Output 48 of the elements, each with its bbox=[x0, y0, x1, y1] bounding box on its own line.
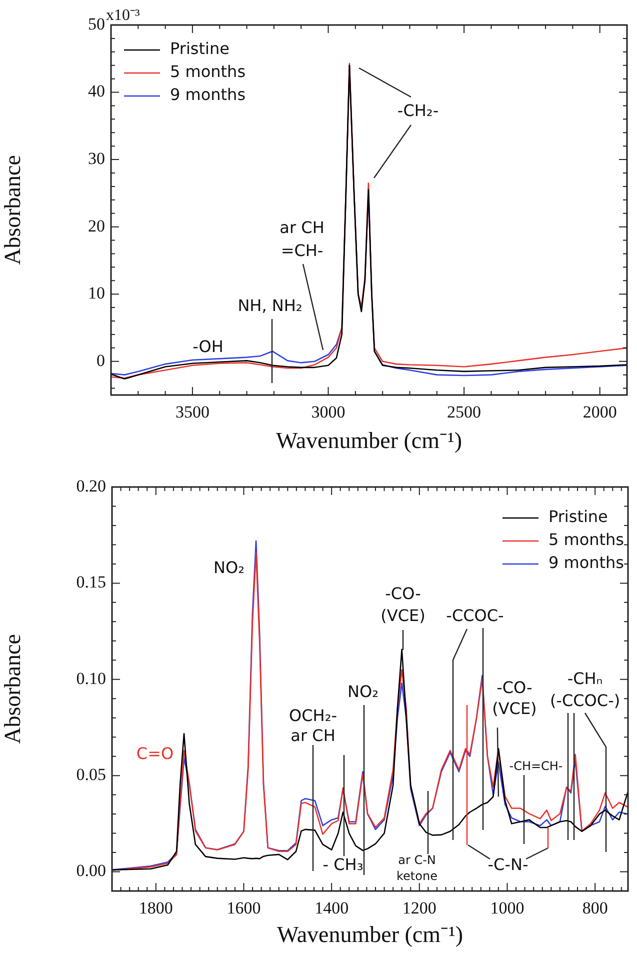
annotation: C=O bbox=[136, 744, 174, 764]
x-tick-label: 1200 bbox=[402, 898, 436, 918]
y-tick-label: 0.10 bbox=[76, 668, 106, 688]
y-tick-label: 30 bbox=[88, 149, 105, 168]
y-tick-label: 40 bbox=[88, 82, 105, 101]
x-tick-label: 1400 bbox=[314, 898, 349, 918]
y-axis-title: Absorbance bbox=[0, 634, 25, 744]
y-tick-label: 0.00 bbox=[76, 861, 106, 880]
annotation: -CCOC- bbox=[446, 606, 504, 626]
annotation: - CH₃ bbox=[322, 855, 364, 874]
x-tick-label: 2000 bbox=[582, 402, 617, 422]
x-axis-title: Wavenumber (cm⁻¹) bbox=[276, 428, 462, 454]
annotation: -C-N- bbox=[488, 855, 528, 874]
y-tick-label: 0 bbox=[96, 350, 105, 370]
x-tick-label: 1000 bbox=[490, 898, 524, 918]
y-tick-label: 20 bbox=[88, 216, 105, 236]
legend-label: Pristine bbox=[170, 39, 230, 58]
annotation: -OH bbox=[192, 337, 224, 356]
text: x10⁻³ bbox=[106, 7, 140, 24]
y-tick-label: 50 bbox=[88, 14, 105, 34]
x-axis-title: Wavenumber (cm⁻¹) bbox=[276, 922, 464, 948]
annotation: NO₂ bbox=[214, 558, 244, 578]
annotation: -CO- (VCE) bbox=[380, 584, 426, 626]
legend-label: 9 months bbox=[170, 85, 246, 104]
annotation: NO₂ bbox=[348, 682, 378, 702]
y-axis-title: Absorbance bbox=[0, 155, 25, 265]
legend-label: 9 months bbox=[548, 553, 624, 572]
annotation: -CHₙ (-CCOC-) bbox=[550, 669, 620, 710]
x-tick-label: 3500 bbox=[175, 402, 210, 422]
x-tick-label: 1800 bbox=[138, 898, 173, 918]
annotation: -CO- (VCE) bbox=[492, 678, 537, 718]
y-tick-label: 0.15 bbox=[76, 572, 106, 592]
y-tick-label: 0.20 bbox=[76, 476, 106, 496]
x-tick-label: 800 bbox=[582, 898, 608, 918]
annotation: NH, NH₂ bbox=[238, 296, 302, 316]
annotation: ar C-N ketone bbox=[396, 853, 438, 884]
x-tick-label: 2500 bbox=[447, 402, 482, 422]
x-tick-label: 1600 bbox=[226, 898, 261, 918]
y-tick-label: 0.05 bbox=[76, 765, 106, 784]
legend-label: 5 months bbox=[548, 530, 624, 550]
legend-label: 5 months bbox=[170, 62, 246, 82]
y-tick-label: 10 bbox=[88, 284, 105, 303]
annotation: -CH=CH- bbox=[509, 759, 563, 774]
annotation: -CH₂- bbox=[397, 101, 439, 120]
annotation: OCH₂- ar CH bbox=[289, 706, 337, 746]
annotation: ar CH =CH- bbox=[280, 218, 324, 260]
x-tick-label: 3000 bbox=[311, 402, 346, 422]
legend-label: Pristine bbox=[548, 507, 608, 526]
